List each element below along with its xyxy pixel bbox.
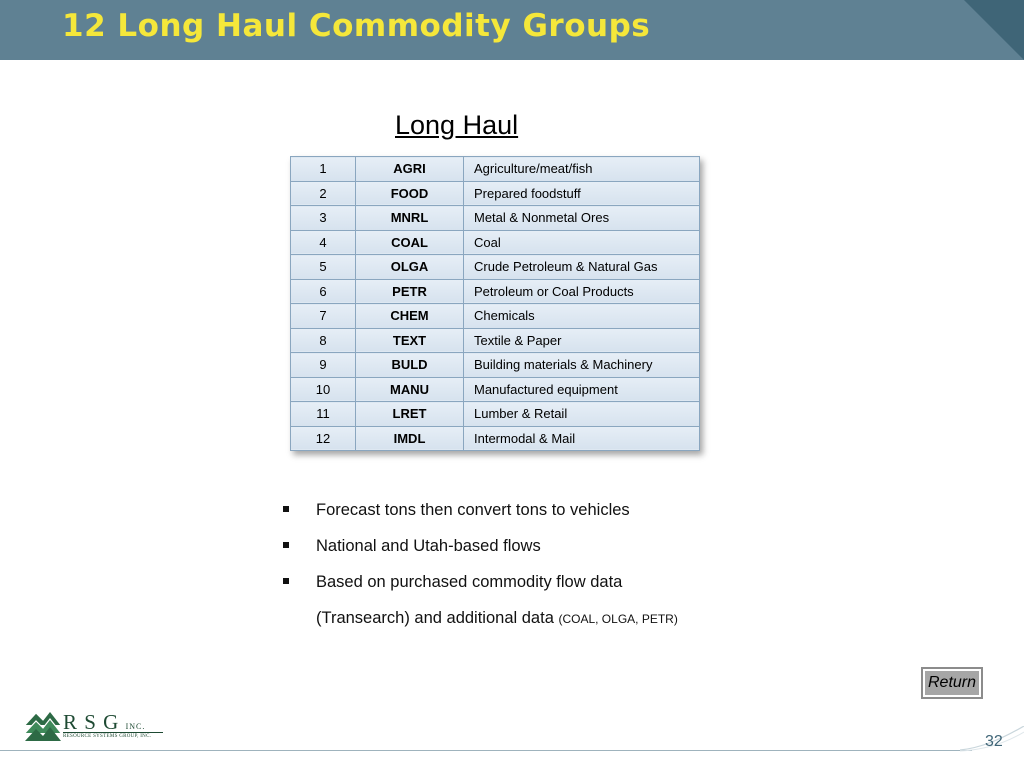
commodity-table: 1 AGRI Agriculture/meat/fish 2 FOOD Prepared … [290,156,700,451]
bullet-text: (Transearch) and additional data [316,609,554,627]
commodity-table-container: 1 AGRI Agriculture/meat/fish 2 FOOD Prepared … [290,156,700,451]
return-button-label: Return [925,671,979,695]
commodity-code: PETR [355,278,464,304]
commodity-description: Metal & Nonmetal Ores [463,205,700,231]
commodity-description: Lumber & Retail [463,401,700,427]
commodity-code: CHEM [355,303,464,329]
logo-tagline: RESOURCE SYSTEMS GROUP, INC. [63,734,152,739]
commodity-code: FOOD [355,180,464,206]
commodity-code: TEXT [355,327,464,353]
commodity-description: Coal [463,229,700,255]
bullet-square-icon [283,542,289,548]
footer-divider [0,750,972,751]
table-row: 3 MNRL Metal & Nonmetal Ores [290,205,700,231]
bullet-item: Based on purchased commodity flow data [283,570,678,606]
logo-rule [63,732,163,733]
commodity-description: Chemicals [463,303,700,329]
bullet-square-icon [283,506,289,512]
table-row: 12 IMDL Intermodal & Mail [290,425,700,451]
bullet-continuation: (Transearch) and additional data (COAL, … [283,606,678,642]
return-button[interactable]: Return [921,667,983,699]
logo-rsg-text: R S G [63,710,120,734]
commodity-code: MANU [355,376,464,402]
title-bar [0,0,1024,60]
commodity-description: Agriculture/meat/fish [463,156,700,182]
bullet-list: Forecast tons then convert tons to vehic… [283,498,678,642]
slide-title: 12 Long Haul Commodity Groups [62,8,651,44]
commodity-description: Petroleum or Coal Products [463,278,700,304]
commodity-code: LRET [355,401,464,427]
commodity-description: Building materials & Machinery [463,352,700,378]
bullet-text: Based on purchased commodity flow data [316,573,623,591]
table-heading: Long Haul [395,110,519,140]
row-number: 2 [290,180,356,206]
row-number: 3 [290,205,356,231]
bullet-square-icon [283,578,289,584]
table-row: 11 LRET Lumber & Retail [290,401,700,427]
commodity-code: IMDL [355,425,464,451]
mountain-logo-icon [25,710,61,741]
commodity-code: COAL [355,229,464,255]
row-number: 8 [290,327,356,353]
table-row: 1 AGRI Agriculture/meat/fish [290,156,700,182]
commodity-code: BULD [355,352,464,378]
commodity-code: OLGA [355,254,464,280]
table-row: 8 TEXT Textile & Paper [290,327,700,353]
bullet-item: National and Utah-based flows [283,534,678,570]
bullet-small-note: (COAL, OLGA, PETR) [558,612,678,626]
logo-letters: R S G INC. [63,710,145,735]
row-number: 12 [290,425,356,451]
row-number: 5 [290,254,356,280]
table-row: 2 FOOD Prepared foodstuff [290,180,700,206]
table-row: 7 CHEM Chemicals [290,303,700,329]
table-row: 4 COAL Coal [290,229,700,255]
commodity-description: Intermodal & Mail [463,425,700,451]
row-number: 4 [290,229,356,255]
row-number: 6 [290,278,356,304]
row-number: 10 [290,376,356,402]
table-row: 5 OLGA Crude Petroleum & Natural Gas [290,254,700,280]
footer-swoosh-icon [960,726,1024,752]
commodity-code: MNRL [355,205,464,231]
commodity-description: Manufactured equipment [463,376,700,402]
table-row: 10 MANU Manufactured equipment [290,376,700,402]
commodity-description: Textile & Paper [463,327,700,353]
logo-inc-text: INC. [125,722,146,731]
bullet-text: Forecast tons then convert tons to vehic… [316,501,630,519]
page-number: 32 [985,733,1003,750]
row-number: 1 [290,156,356,182]
row-number: 11 [290,401,356,427]
row-number: 9 [290,352,356,378]
bullet-item: Forecast tons then convert tons to vehic… [283,498,678,534]
row-number: 7 [290,303,356,329]
table-row: 9 BULD Building materials & Machinery [290,352,700,378]
bullet-text: National and Utah-based flows [316,537,541,555]
table-row: 6 PETR Petroleum or Coal Products [290,278,700,304]
title-bar-accent [964,0,1024,60]
rsg-logo: R S G INC. RESOURCE SYSTEMS GROUP, INC. [25,707,165,745]
commodity-code: AGRI [355,156,464,182]
commodity-description: Crude Petroleum & Natural Gas [463,254,700,280]
commodity-description: Prepared foodstuff [463,180,700,206]
